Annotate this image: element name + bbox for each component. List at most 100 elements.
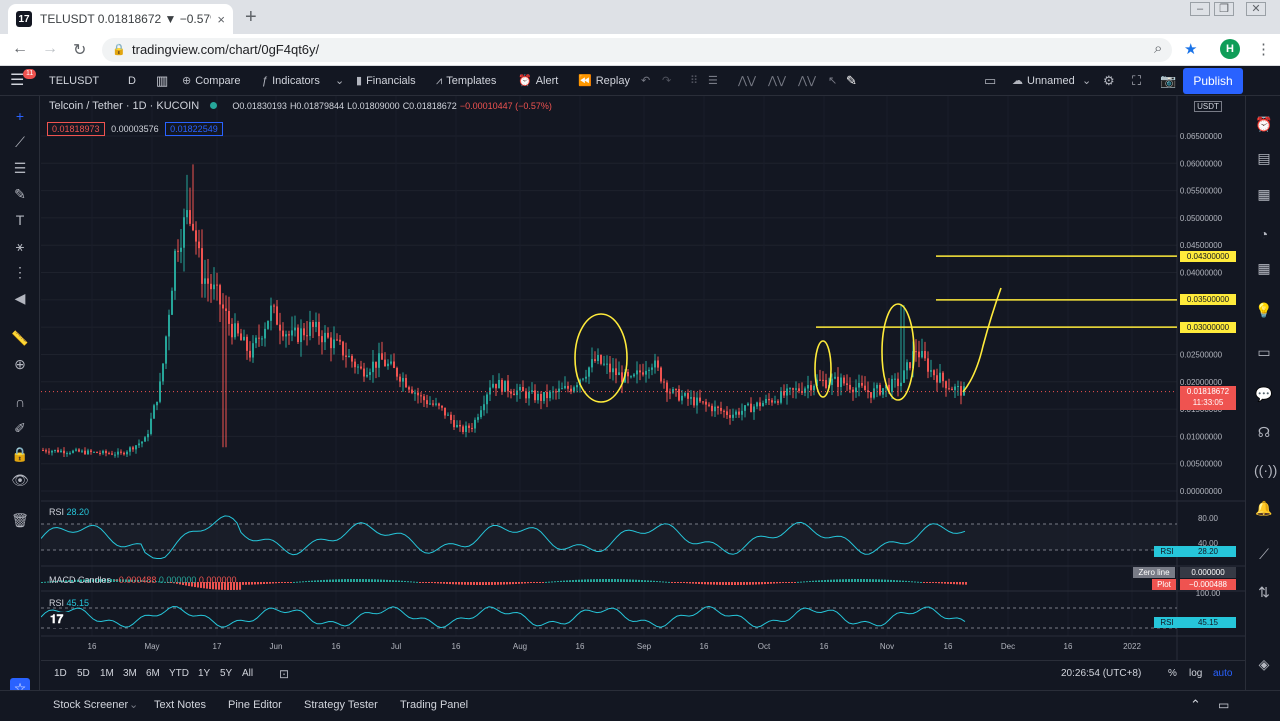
layout-dropdown-icon[interactable]: ⌄: [1082, 75, 1092, 87]
layers-icon[interactable]: ◈: [1258, 656, 1270, 672]
fullscreen-icon[interactable]: ⛶: [1132, 73, 1142, 88]
lines-icon[interactable]: ☰: [708, 75, 718, 87]
restore-icon[interactable]: ❐: [1214, 2, 1234, 16]
alerts-clock-icon[interactable]: ⏰: [1255, 116, 1273, 132]
zoom-in-icon[interactable]: ⊕: [14, 356, 26, 372]
close-window-icon[interactable]: ✕: [1246, 2, 1266, 16]
broadcast-icon[interactable]: ((·)): [1254, 462, 1278, 478]
pattern-icon-1[interactable]: ⋀⋁: [738, 75, 757, 87]
clock[interactable]: 20:26:54 (UTC+8): [1061, 668, 1142, 679]
pattern-tool-icon[interactable]: ⚹: [15, 238, 25, 254]
alert-button[interactable]: ⏰ Alert: [518, 66, 558, 96]
range-5d[interactable]: 5D: [77, 668, 90, 679]
redo-icon[interactable]: ↷: [662, 75, 672, 87]
auto-toggle[interactable]: auto: [1213, 668, 1233, 679]
range-1y[interactable]: 1Y: [198, 668, 211, 679]
replay-button[interactable]: ⏪ Replay: [578, 66, 630, 96]
settings-gear-icon[interactable]: ⚙: [1103, 73, 1115, 88]
pair-title[interactable]: Telcoin / Tether · 1D · KUCOIN: [49, 100, 200, 112]
tab-close-icon[interactable]: ×: [217, 11, 225, 27]
ruler-icon[interactable]: 📏: [11, 330, 29, 346]
lock-drawings-icon[interactable]: 🔒: [11, 446, 29, 462]
text-notes-tab[interactable]: Text Notes: [154, 699, 206, 711]
sell-price[interactable]: 0.01818973: [47, 122, 105, 136]
pattern-icon-2[interactable]: ⋀⋁: [768, 75, 787, 87]
currency-label[interactable]: USDT: [1180, 101, 1236, 112]
fib-icon[interactable]: ☰: [13, 160, 27, 176]
news-icon[interactable]: ▤: [1257, 150, 1271, 166]
watchlist-icon[interactable]: ☰: [1257, 114, 1271, 130]
notifications-bell-icon[interactable]: 🔔: [1255, 500, 1273, 516]
prediction-icon[interactable]: ⋮: [13, 264, 27, 280]
hide-drawings-icon[interactable]: 👁: [11, 472, 29, 488]
buy-price[interactable]: 0.01822549: [165, 122, 223, 136]
menu-icon[interactable]: ☰: [10, 72, 25, 89]
publish-button[interactable]: Publish: [1183, 68, 1243, 94]
maximize-panel-icon[interactable]: ▭: [1218, 698, 1230, 712]
magnet-icon[interactable]: ∩: [14, 394, 26, 410]
url-field[interactable]: 🔒 tradingview.com/chart/0gF4qt6y/: [102, 38, 1172, 62]
price-chart[interactable]: 0.06500000 0.06000000 0.05500000 0.05000000…: [41, 96, 1245, 660]
camera-icon[interactable]: 📷: [1160, 73, 1177, 88]
crosshair-icon[interactable]: +: [15, 108, 25, 124]
reload-icon[interactable]: ↻: [73, 42, 87, 59]
indicators-dropdown-icon[interactable]: ⌄: [335, 75, 345, 87]
layout-name-button[interactable]: ☁ Unnamed: [1012, 66, 1075, 96]
streams-icon[interactable]: ▭: [1257, 344, 1271, 360]
calendar-icon[interactable]: ▦: [1257, 260, 1271, 276]
bookmark-star-icon[interactable]: ★: [1184, 41, 1198, 58]
range-1d[interactable]: 1D: [54, 668, 67, 679]
range-5y[interactable]: 5Y: [220, 668, 233, 679]
browser-menu-icon[interactable]: ⋮: [1256, 41, 1271, 58]
indicators-button[interactable]: ƒ Indicators: [262, 66, 320, 96]
undo-icon[interactable]: ↶: [641, 75, 651, 87]
compare-button[interactable]: ⊕ Compare: [182, 66, 240, 96]
range-3m[interactable]: 3M: [123, 668, 137, 679]
cursor-icon[interactable]: ↖: [828, 75, 838, 87]
zoom-icon[interactable]: ⌕: [1154, 40, 1163, 57]
tradingview-logo[interactable]: 𝟏𝟕: [50, 612, 70, 628]
chart-trend-icon[interactable]: ⟋: [1259, 546, 1269, 562]
trading-panel-tab[interactable]: Trading Panel: [400, 699, 469, 711]
trash-icon[interactable]: 🗑: [11, 512, 29, 528]
interval-select[interactable]: D: [128, 75, 136, 87]
bar-style-icon[interactable]: ▥: [156, 73, 169, 88]
range-1m[interactable]: 1M: [100, 668, 114, 679]
ideas-bulb-icon[interactable]: 💡: [1255, 302, 1273, 318]
range-ytd[interactable]: YTD: [169, 668, 189, 679]
chat-icon[interactable]: 💬: [1255, 386, 1273, 402]
range-6m[interactable]: 6M: [146, 668, 160, 679]
log-toggle[interactable]: log: [1189, 668, 1203, 679]
collapse-chevron-icon[interactable]: ⌃: [1190, 697, 1201, 712]
data-window-icon[interactable]: ▦: [1257, 186, 1271, 202]
pattern-icon-3[interactable]: ⋀⋁: [798, 75, 817, 87]
symbol-search[interactable]: TELUSDT: [49, 75, 100, 87]
percent-toggle[interactable]: %: [1168, 668, 1177, 679]
drag-handle-icon[interactable]: ⠿: [690, 75, 699, 87]
trendline-icon[interactable]: ⟋: [15, 134, 25, 150]
forward-icon[interactable]: →: [42, 40, 58, 57]
strategy-tester-tab[interactable]: Strategy Tester: [304, 699, 378, 711]
arrow-icon[interactable]: ◀: [14, 290, 26, 306]
range-all[interactable]: All: [242, 668, 254, 679]
new-tab-button[interactable]: +: [245, 6, 257, 28]
text-icon[interactable]: T: [15, 212, 25, 228]
financials-button[interactable]: ▮ Financials: [356, 66, 416, 96]
brush-icon[interactable]: ✎: [14, 186, 26, 202]
templates-button[interactable]: ⩘ Templates: [436, 66, 496, 96]
options-icon[interactable]: ⇅: [1258, 584, 1270, 600]
layout-icon[interactable]: ▭: [984, 73, 997, 88]
stock-screener-tab[interactable]: Stock Screener: [53, 699, 129, 711]
pen-icon[interactable]: ✎: [846, 73, 857, 88]
minimize-icon[interactable]: –: [1190, 2, 1210, 16]
hotlist-icon[interactable]: ◔: [1259, 226, 1269, 242]
back-icon[interactable]: ←: [12, 40, 28, 57]
browser-tab[interactable]: 17 TELUSDT 0.01818672 ▼ −0.57% ×: [8, 4, 233, 34]
profile-avatar[interactable]: H: [1220, 39, 1240, 59]
stay-drawing-icon[interactable]: ✐: [14, 420, 26, 436]
support-icon[interactable]: ☊: [1257, 424, 1271, 440]
goto-date-icon[interactable]: ⊡: [279, 667, 290, 681]
macd-bar: [41, 582, 43, 583]
screener-dropdown-icon[interactable]: ⌄: [129, 699, 139, 711]
pine-editor-tab[interactable]: Pine Editor: [228, 699, 282, 711]
